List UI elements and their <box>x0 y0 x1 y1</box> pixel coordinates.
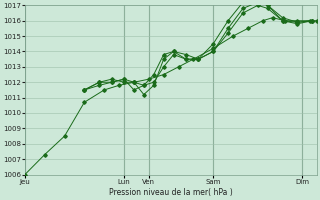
X-axis label: Pression niveau de la mer( hPa ): Pression niveau de la mer( hPa ) <box>109 188 233 197</box>
